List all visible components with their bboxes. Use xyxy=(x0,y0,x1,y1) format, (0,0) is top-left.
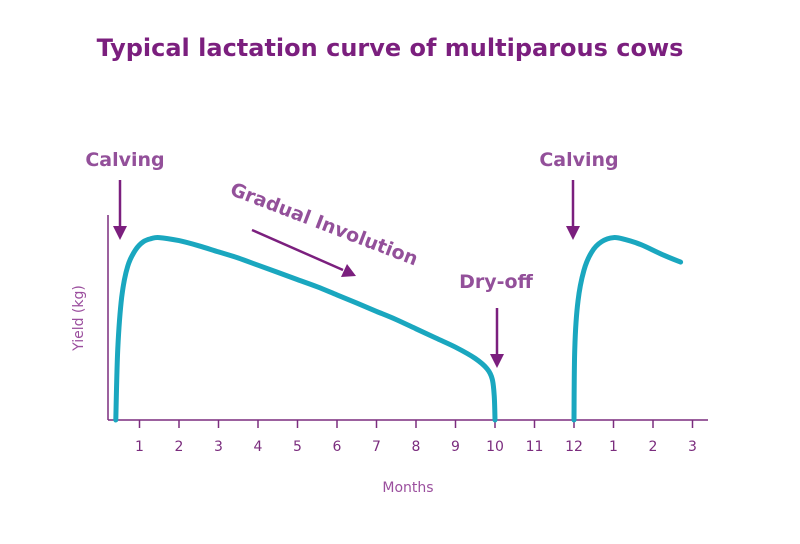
calving-arrow-1 xyxy=(113,180,127,240)
x-tick-label: 1 xyxy=(135,439,144,455)
x-axis-label: Months xyxy=(382,480,433,496)
x-tick-label: 10 xyxy=(486,439,504,455)
chart-title: Typical lactation curve of multiparous c… xyxy=(97,34,684,62)
calving-arrow-2 xyxy=(566,180,580,240)
x-tick-label: 12 xyxy=(565,439,583,455)
dry-off-arrow xyxy=(490,308,504,368)
x-tick-label: 6 xyxy=(333,439,342,455)
x-tick-label: 2 xyxy=(175,439,184,455)
x-ticks xyxy=(138,420,694,428)
x-tick-label: 3 xyxy=(214,439,223,455)
arrows xyxy=(113,180,580,368)
x-tick-label: 5 xyxy=(293,439,302,455)
lactation-series-2 xyxy=(571,235,684,423)
series-group xyxy=(113,234,684,423)
x-tick-label: 7 xyxy=(372,439,381,455)
involution-arrow xyxy=(251,228,356,277)
annotation-dry-off: Dry-off xyxy=(459,271,533,293)
x-tick-label: 2 xyxy=(649,439,658,455)
x-tick-label: 8 xyxy=(412,439,421,455)
x-tick-labels: 1 2 3 4 5 6 7 8 9 10 11 12 1 2 3 xyxy=(135,439,697,455)
x-tick-label: 11 xyxy=(526,439,544,455)
annotation-calving-1: Calving xyxy=(85,149,164,171)
x-tick-label: 4 xyxy=(254,439,263,455)
annotation-calving-2: Calving xyxy=(539,149,618,171)
x-tick-label: 3 xyxy=(688,439,697,455)
x-tick-label: 1 xyxy=(609,439,618,455)
annotation-gradual-involution: Gradual Involution xyxy=(227,178,421,270)
y-axis-label: Yield (kg) xyxy=(71,285,87,352)
lactation-series-1 xyxy=(113,234,498,423)
x-tick-label: 9 xyxy=(451,439,460,455)
